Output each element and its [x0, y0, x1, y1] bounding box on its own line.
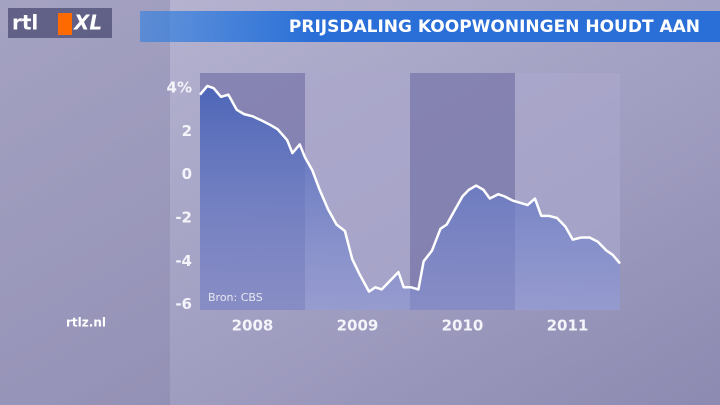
logo-brand: rtl: [12, 11, 38, 35]
y-tick-label: -4: [175, 252, 192, 270]
area: [200, 85, 620, 310]
logo-slash: [58, 13, 72, 35]
x-tick-label: 2009: [337, 317, 379, 335]
y-tick-label: -2: [175, 209, 192, 227]
x-tick-label: 2011: [547, 317, 589, 335]
y-tick-label: 2: [182, 122, 192, 140]
y-tick-label: -6: [175, 295, 192, 313]
y-tick-label: 4%: [167, 79, 192, 97]
chart-title: PRIJSDALING KOOPWONINGEN HOUDT AAN: [289, 17, 700, 37]
logo-product: XL: [72, 11, 102, 35]
title-bar: [140, 11, 720, 42]
x-tick-label: 2010: [442, 317, 484, 335]
plot: 2008 2009 2010 2011 4% 2 0 -2 -4 -6 Bron: CBS: [167, 73, 621, 335]
website: rtlz.nl: [66, 316, 106, 330]
banknote-decor: [0, 0, 170, 405]
line: [199, 84, 621, 293]
y-tick-label: 0: [182, 165, 192, 183]
x-tick-label: 2008: [232, 317, 274, 335]
source: Bron: CBS: [208, 291, 263, 304]
